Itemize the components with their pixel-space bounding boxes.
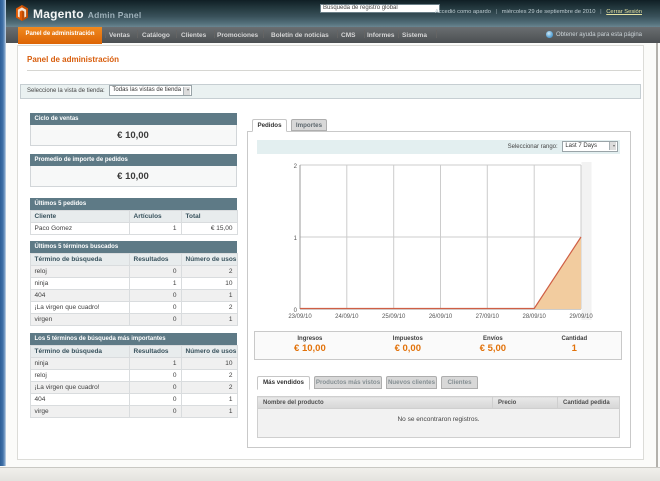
svg-text:24/09/10: 24/09/10 (335, 314, 359, 320)
svg-text:26/09/10: 26/09/10 (429, 314, 453, 320)
svg-text:2: 2 (294, 164, 298, 170)
svg-text:27/09/10: 27/09/10 (476, 314, 500, 320)
svg-text:25/09/10: 25/09/10 (382, 314, 406, 320)
svg-text:29/09/10: 29/09/10 (569, 314, 593, 320)
svg-text:23/09/10: 23/09/10 (288, 314, 312, 320)
svg-text:0: 0 (294, 308, 298, 314)
svg-text:1: 1 (294, 236, 298, 242)
svg-text:28/09/10: 28/09/10 (523, 314, 547, 320)
